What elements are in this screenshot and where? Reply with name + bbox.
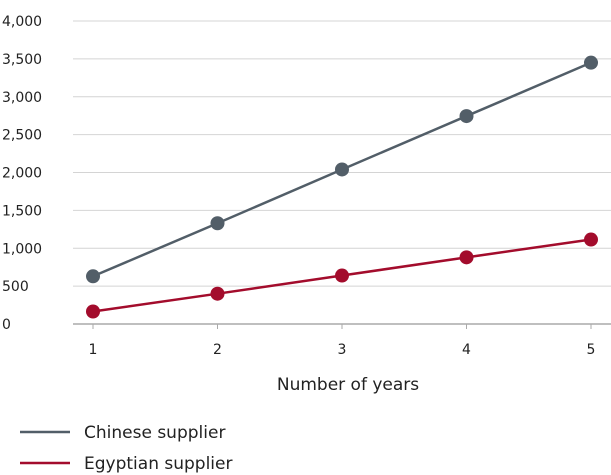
x-axis-title: Number of years <box>277 375 419 395</box>
data-point <box>335 162 349 177</box>
x-axis-ticks: 1 2 3 4 5 <box>89 324 596 358</box>
y-tick-label: 0 <box>2 317 11 333</box>
y-tick-label: 3,500 <box>2 52 42 68</box>
x-tick-label: 2 <box>213 342 222 358</box>
data-point <box>335 268 349 283</box>
data-point <box>584 232 598 247</box>
x-tick-label: 1 <box>89 342 98 358</box>
legend: Chinese supplier Egyptian supplier <box>20 423 232 474</box>
y-tick-label: 500 <box>2 279 29 295</box>
y-tick-label: 2,500 <box>2 128 42 144</box>
data-point <box>210 216 225 231</box>
data-point <box>459 250 474 265</box>
y-tick-label: 1,000 <box>2 241 42 257</box>
y-axis-ticks: 0 500 1,000 1,500 2,000 2,500 3,000 3,500 4,000 <box>2 14 42 333</box>
series-group <box>86 55 598 319</box>
x-tick-label: 4 <box>462 342 471 358</box>
y-tick-label: 1,500 <box>2 203 42 219</box>
data-point <box>86 269 100 284</box>
y-tick-label: 3,000 <box>2 90 42 106</box>
data-point <box>459 109 474 124</box>
data-point <box>584 55 598 70</box>
x-tick-label: 3 <box>338 342 347 358</box>
legend-label: Chinese supplier <box>84 423 225 443</box>
x-tick-label: 5 <box>587 342 596 358</box>
y-tick-label: 4,000 <box>2 14 42 30</box>
data-point <box>86 304 100 319</box>
y-tick-label: 2,000 <box>2 166 42 182</box>
legend-label: Egyptian supplier <box>84 454 232 474</box>
data-point <box>210 286 225 301</box>
